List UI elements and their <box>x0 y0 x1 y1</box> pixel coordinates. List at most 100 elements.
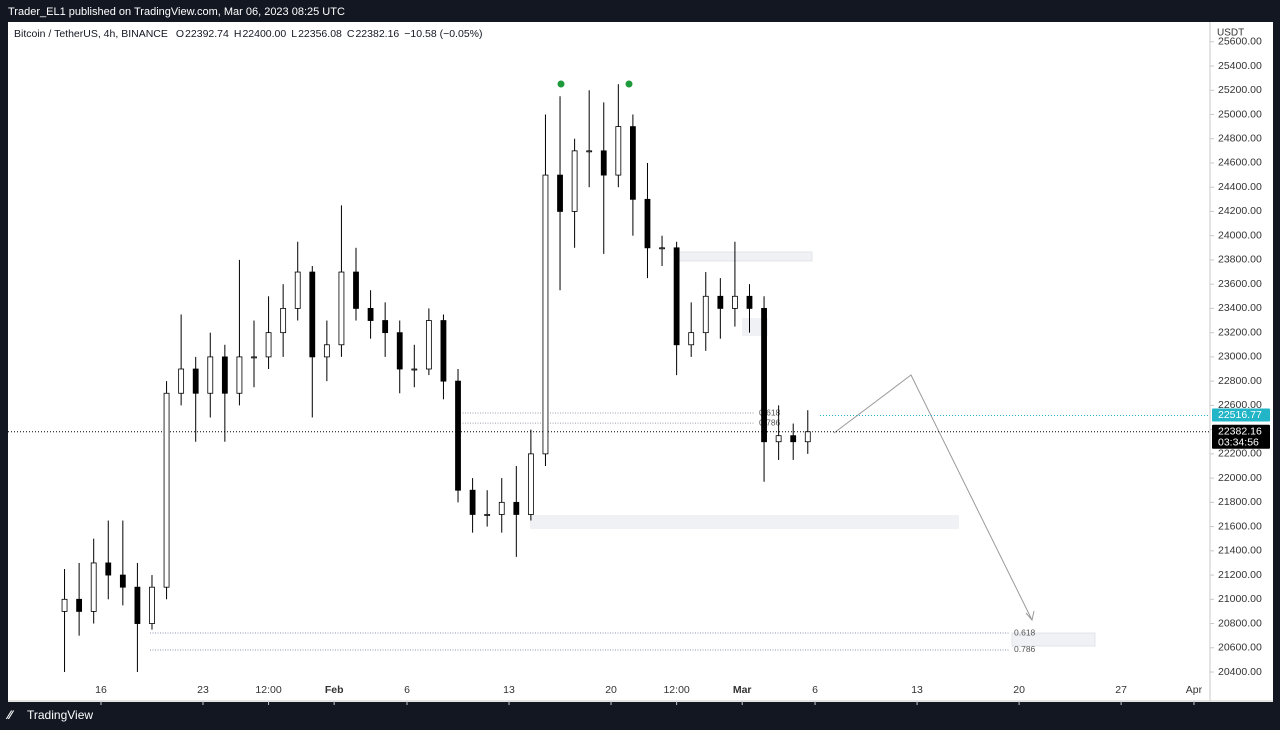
candle-body <box>600 150 607 176</box>
candle-body <box>178 368 185 394</box>
fib-label: 0.618 <box>1014 627 1036 637</box>
published-note: Trader_EL1 published on TradingView.com,… <box>8 6 345 18</box>
countdown: 03:34:56 <box>1218 437 1259 449</box>
ohlc-key: L <box>291 28 297 40</box>
candle-body <box>309 271 316 358</box>
candle-body <box>221 356 228 394</box>
change: −10.58 (−0.05%) <box>404 28 482 40</box>
candle-body <box>163 392 170 588</box>
y-tick-label: 24400.00 <box>1218 181 1262 193</box>
ohlc-key: H <box>234 28 242 40</box>
candle-body <box>630 126 636 200</box>
candle-body <box>790 435 797 443</box>
y-tick-label: 20400.00 <box>1218 666 1262 678</box>
candle-body <box>236 356 243 394</box>
y-tick-label: 20600.00 <box>1218 642 1262 654</box>
ohlc-key: C <box>347 28 355 40</box>
ohlc-value: 22392.74 <box>185 28 229 40</box>
candle-body <box>396 332 403 370</box>
ohlc-value: 22356.08 <box>298 28 342 40</box>
y-tick-label: 22200.00 <box>1218 448 1262 460</box>
top-marker <box>557 80 565 88</box>
candle-body <box>673 247 680 346</box>
candle-body <box>761 308 767 443</box>
footer-brand: TradingView <box>27 708 93 722</box>
candle-body <box>265 332 272 358</box>
candle-body <box>119 574 126 588</box>
candle-body <box>644 198 651 249</box>
y-tick-label: 23000.00 <box>1218 351 1262 363</box>
price-label-box <box>1212 424 1270 449</box>
x-tick-label: 6 <box>812 684 818 696</box>
y-tick-label: 25600.00 <box>1218 36 1262 48</box>
fib-label: 0.786 <box>1014 644 1036 654</box>
y-tick-label: 24200.00 <box>1218 205 1262 217</box>
candle-body <box>353 271 359 309</box>
candle-body <box>804 431 811 443</box>
y-tick-label: 21200.00 <box>1218 569 1262 581</box>
y-tick-label: 24600.00 <box>1218 157 1262 169</box>
candle-body <box>571 150 578 212</box>
candle-body <box>746 295 753 309</box>
candle-body <box>484 514 491 516</box>
candle-body <box>134 586 141 624</box>
price-label: 22382.16 <box>1218 426 1262 438</box>
x-tick-label: 13 <box>503 684 515 696</box>
projection-path <box>833 374 1033 621</box>
top-marker <box>625 80 633 88</box>
y-tick-label: 23600.00 <box>1218 278 1262 290</box>
candle-body <box>498 501 505 515</box>
candle-body <box>367 308 374 321</box>
y-tick-label: 21600.00 <box>1218 520 1262 532</box>
fib-label: 0.786 <box>759 417 781 427</box>
candle-body <box>61 598 68 612</box>
x-tick-label: Mar <box>733 684 752 696</box>
x-tick-label: 20 <box>1013 684 1025 696</box>
ohlc-value: 22400.00 <box>242 28 286 40</box>
y-tick-label: 25000.00 <box>1218 108 1262 120</box>
candle-body <box>527 453 534 515</box>
x-tick-label: 27 <box>1115 684 1127 696</box>
candle-body <box>455 380 461 491</box>
candle-body <box>105 562 112 576</box>
candle-body <box>775 435 782 443</box>
zone <box>677 251 813 262</box>
candle-body <box>542 174 549 455</box>
candle-body <box>440 320 447 382</box>
candle-body <box>323 344 330 358</box>
y-tick-label: 22800.00 <box>1218 375 1262 387</box>
fib-label: 0.618 <box>759 407 781 417</box>
y-tick-label: 23800.00 <box>1218 254 1262 266</box>
price-label-box <box>1212 408 1270 422</box>
y-tick-label: 21800.00 <box>1218 496 1262 508</box>
candle-body <box>338 271 345 346</box>
zone <box>1011 632 1096 647</box>
y-tick-label: 21400.00 <box>1218 545 1262 557</box>
candle-body <box>615 126 622 176</box>
y-tick-label: 22000.00 <box>1218 472 1262 484</box>
y-tick-label: 22600.00 <box>1218 399 1262 411</box>
y-tick-label: 25200.00 <box>1218 84 1262 96</box>
x-tick-label: 23 <box>197 684 209 696</box>
x-tick-label: 6 <box>404 684 410 696</box>
candle-body <box>688 332 695 346</box>
footer-logo: ⁄⁄ <box>5 708 15 722</box>
y-tick-label: 23200.00 <box>1218 326 1262 338</box>
y-tick-label: 25400.00 <box>1218 60 1262 72</box>
candle-body <box>702 295 709 334</box>
candle-body <box>469 489 476 515</box>
candle-body <box>425 320 432 370</box>
candle-body <box>732 295 738 309</box>
x-tick-label: 20 <box>605 684 617 696</box>
currency: USDT <box>1217 28 1244 39</box>
candle-body <box>76 598 83 612</box>
candle-body <box>557 174 563 212</box>
candle-body <box>717 295 724 309</box>
symbol: Bitcoin / TetherUS, 4h, BINANCE <box>14 28 168 40</box>
x-tick-label: 12:00 <box>255 684 281 696</box>
y-tick-label: 24000.00 <box>1218 229 1262 241</box>
chart-panel <box>8 22 1273 702</box>
candle-body <box>207 356 214 394</box>
